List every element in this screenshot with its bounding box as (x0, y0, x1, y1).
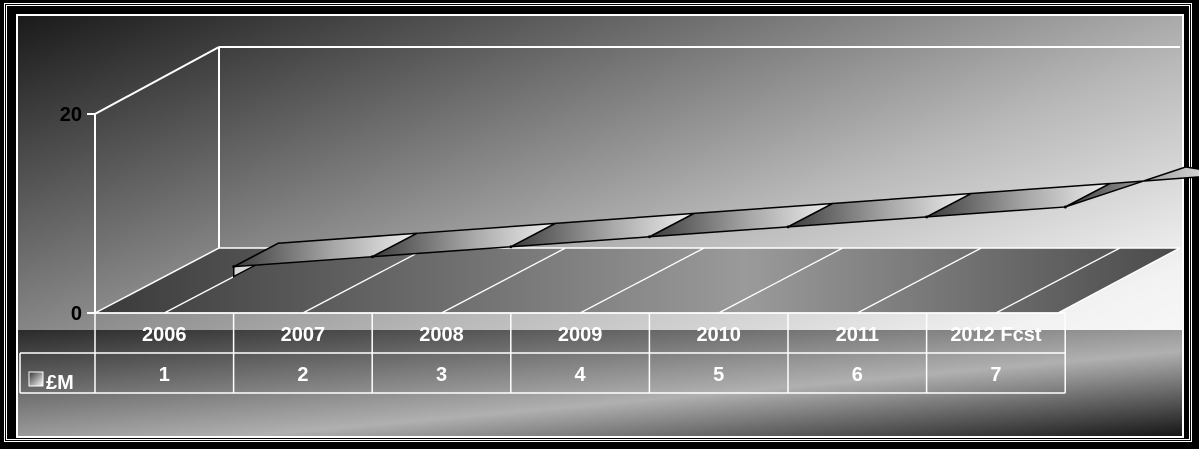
legend-key-swatch (28, 371, 44, 387)
floor-gridline (718, 247, 844, 314)
data-point (648, 235, 652, 239)
data-value-label: 5 (713, 364, 724, 386)
floor-gridline (995, 247, 1121, 314)
data-value-label: 6 (852, 364, 863, 386)
category-label: 2010 (696, 324, 741, 346)
area-segment (1064, 166, 1199, 208)
chart-outer-frame (4, 3, 1192, 442)
floor-gridline (856, 247, 982, 314)
floor-gridline (579, 247, 705, 314)
category-label: 2009 (558, 324, 603, 346)
category-label: 2012 Fcst (950, 324, 1042, 346)
legend-key-label: £M (46, 372, 74, 394)
data-value-label: 4 (575, 364, 587, 386)
floor-gridline (441, 247, 566, 314)
data-value-label: 3 (436, 364, 447, 386)
data-point (925, 215, 929, 219)
data-value-label: 7 (990, 364, 1001, 386)
data-point (509, 245, 513, 249)
area-ribbon (232, 166, 1199, 278)
category-label: 2006 (142, 324, 187, 346)
data-point (370, 255, 374, 259)
data-value-label: 1 (159, 364, 170, 386)
y-tick-label-min: 0 (71, 303, 82, 325)
floor-gridline (302, 247, 428, 314)
data-point (232, 265, 236, 269)
y-tick-label-max: 20 (60, 104, 82, 126)
data-point (1063, 205, 1067, 209)
category-label: 2008 (419, 324, 464, 346)
category-label: 2007 (281, 324, 326, 346)
data-table: 2006 1 2007 2 2008 3 2009 4 2010 5 2011 6 2012 Fcst 7 (19, 312, 1066, 394)
category-label: 2011 (836, 324, 879, 346)
data-point (786, 225, 790, 229)
side-wall-top-edge (94, 46, 220, 115)
table-background (18, 330, 1182, 436)
data-value-label: 2 (297, 364, 308, 386)
chart-inner-frame (16, 14, 1184, 438)
